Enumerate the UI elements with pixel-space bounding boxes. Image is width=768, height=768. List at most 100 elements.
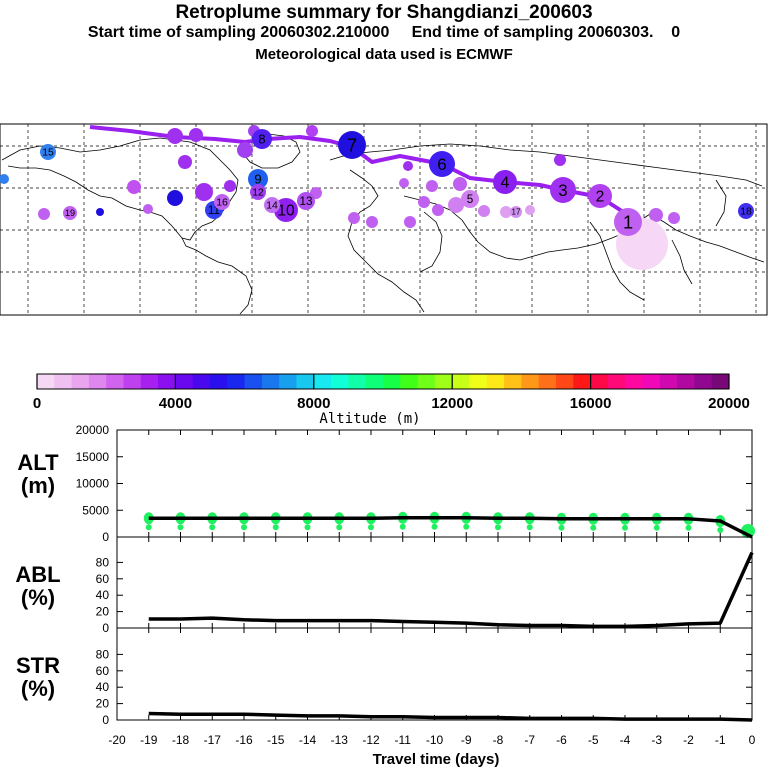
colorbar-cell: [313, 374, 332, 389]
y-tick-label: 0: [102, 530, 109, 544]
met-data-source: Meteorological data used is ECMWF: [255, 46, 513, 63]
colorbar-cell: [331, 374, 349, 389]
colorbar-cell: [573, 374, 592, 389]
x-tick-label: -15: [267, 733, 285, 747]
day-marker-label: 15: [42, 148, 54, 159]
colorbar-tick-label: 4000: [159, 395, 192, 412]
y-tick-label: 20: [96, 697, 110, 711]
colorbar-cell: [54, 374, 73, 389]
y-tick-label: 10000: [76, 477, 110, 491]
y-tick-label: 80: [96, 647, 110, 661]
y-tick-label: 40: [96, 680, 110, 694]
x-tick-label: -10: [426, 733, 444, 747]
x-tick-label: -8: [493, 733, 504, 747]
colorbar-cell: [279, 374, 297, 389]
panel-label: ABL: [15, 562, 60, 587]
altitude-spread-point: [272, 524, 279, 531]
y-tick-label: 15000: [76, 450, 110, 464]
x-tick-label: -14: [299, 733, 317, 747]
colorbar-cell: [521, 374, 540, 389]
day-marker: 16: [214, 194, 230, 210]
colorbar-cell: [296, 374, 315, 389]
day-marker: 18: [738, 203, 754, 219]
colorbar-cell: [659, 374, 678, 389]
series-line: [148, 515, 753, 539]
sampling-times: Start time of sampling 20060302.210000 E…: [87, 24, 681, 41]
day-marker: 2: [588, 184, 612, 208]
colorbar-cell: [175, 374, 194, 389]
trajectory-point: [432, 204, 444, 216]
trajectory-point: [399, 178, 409, 188]
colorbar-cell: [469, 374, 488, 389]
x-tick-label: -9: [461, 733, 472, 747]
altitude-spread-point: [590, 524, 597, 531]
altitude-spread-point: [463, 523, 470, 530]
trajectory-point: [403, 161, 413, 171]
altitude-spread-point: [145, 524, 152, 531]
day-marker-label: 5: [467, 193, 474, 206]
x-tick-label: -2: [683, 733, 694, 747]
colorbar-cell: [192, 374, 211, 389]
colorbar-cell: [677, 374, 695, 389]
panel-str: 0 20 40 60 80 STR(%): [16, 627, 753, 727]
altitude-spread-point: [399, 523, 406, 530]
altitude-spread-point: [336, 524, 343, 531]
x-tick-label: -13: [331, 733, 349, 747]
x-tick-label: -12: [362, 733, 380, 747]
panel-abl: 0 20 40 60 80 ABL(%): [15, 536, 754, 635]
colorbar-tick-label: 16000: [570, 395, 612, 412]
trajectory-point: [167, 128, 183, 144]
trajectory-point: [127, 180, 141, 194]
day-marker-label: 8: [258, 132, 265, 147]
trajectory-point: [448, 197, 464, 213]
day-marker: 19: [63, 206, 77, 220]
day-marker-label: 16: [216, 198, 228, 209]
y-tick-label: 0: [102, 621, 109, 635]
x-tick-label: -1: [715, 733, 726, 747]
colorbar-tick-label: 0: [33, 395, 41, 412]
day-marker-label: 3: [558, 181, 567, 200]
colorbar-cell: [452, 374, 470, 389]
trajectory-point: [426, 180, 438, 192]
trajectory-point: [525, 205, 535, 215]
day-marker: 3: [550, 177, 576, 203]
day-marker: 4: [493, 170, 517, 194]
altitude-spread-point: [304, 524, 311, 531]
trajectory-point: [418, 196, 430, 208]
day-marker-label: 4: [501, 174, 510, 191]
y-tick-label: 40: [96, 588, 110, 602]
y-tick-label: 5000: [82, 503, 109, 517]
trajectory-point: [0, 174, 9, 184]
altitude-spread-point: [653, 524, 660, 531]
colorbar-cell: [504, 374, 522, 389]
x-tick-label: -3: [651, 733, 662, 747]
colorbar-cell: [486, 374, 505, 389]
panel-label: (%): [21, 585, 55, 610]
y-tick-label: 60: [96, 572, 110, 586]
x-tick-label: -17: [204, 733, 222, 747]
colorbar-cell: [607, 374, 626, 389]
x-tick-label: -18: [172, 733, 190, 747]
colorbar-cell: [348, 374, 367, 389]
x-tick-label: -19: [140, 733, 158, 747]
trajectory-point: [554, 154, 566, 166]
altitude-spread-point: [622, 524, 628, 531]
day-marker-label: 1: [623, 212, 633, 232]
altitude-spread-point: [209, 524, 216, 531]
altitude-spread-point: [558, 524, 565, 531]
day-marker-label: 13: [299, 195, 312, 208]
panel-label: (m): [21, 473, 55, 498]
time-series-panels: 05000100001500020000ALT(m)020406080ABL(%…: [15, 423, 755, 747]
day-marker-label: 7: [347, 135, 357, 155]
day-marker: 14: [264, 197, 280, 213]
colorbar-cell: [88, 374, 107, 389]
altitude-spread-point: [431, 523, 438, 530]
day-marker: 13: [297, 192, 315, 210]
colorbar-cell: [642, 374, 661, 389]
trajectory-point: [195, 183, 213, 201]
panel-label: STR: [16, 653, 60, 678]
trajectory-point: [404, 216, 416, 228]
colorbar-cell: [590, 374, 609, 389]
